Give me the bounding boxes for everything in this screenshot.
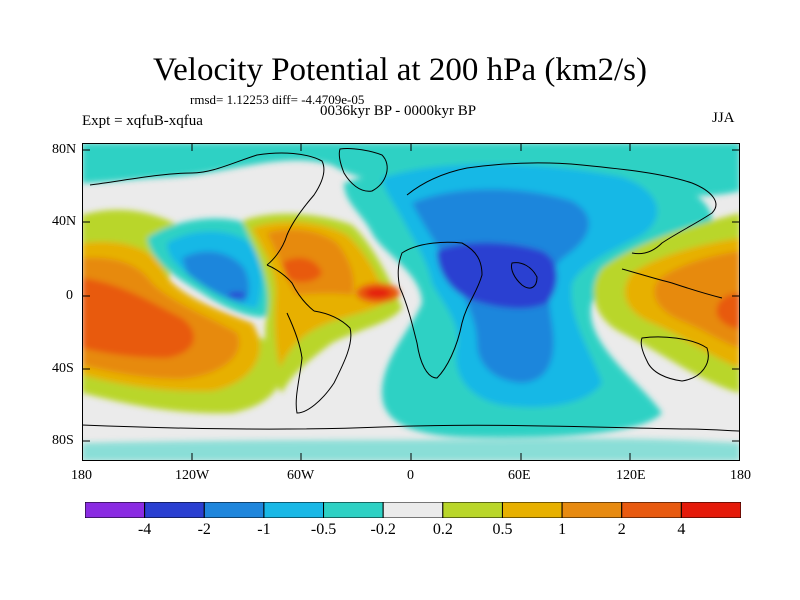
season-label: JJA	[712, 110, 735, 126]
lon-ticks	[191, 143, 631, 461]
colorbar-label: 1	[558, 521, 567, 538]
lat-label-0: 0	[66, 288, 73, 303]
experiment-label: Expt = xqfuB-xqfua	[82, 113, 203, 129]
lon-label-0: 0	[407, 468, 414, 483]
chart-title: Velocity Potential at 200 hPa (km2/s)	[152, 52, 648, 88]
lon-label-120w: 120W	[175, 468, 210, 483]
lon-label-60e: 60E	[508, 468, 531, 483]
velocity-potential-map	[82, 143, 740, 461]
lat-label-40s: 40S	[52, 361, 74, 376]
colorbar-swatch	[85, 502, 146, 518]
lon-label-180e: 180	[730, 468, 751, 483]
colorbar-label: 0.5	[492, 521, 513, 538]
colorbar-label: -1	[257, 521, 271, 538]
lat-label-80n: 80N	[52, 142, 77, 157]
contour-fill	[82, 143, 740, 461]
lon-label-60w: 60W	[287, 468, 315, 483]
colorbar-swatch	[621, 502, 682, 518]
colorbar-swatch	[501, 502, 563, 518]
colorbar-swatch	[680, 502, 741, 518]
colorbar-label: -4	[137, 521, 152, 538]
colorbar-swatch	[442, 502, 503, 518]
lon-label-120e: 120E	[616, 468, 646, 483]
colorbar-swatch	[263, 502, 325, 518]
colorbar-label: -0.2	[370, 521, 396, 538]
lat-ticks	[82, 149, 740, 442]
colorbar-swatch	[561, 502, 623, 518]
colorbar-swatch	[382, 502, 444, 518]
colorbar-label: -0.5	[310, 521, 337, 538]
lat-label-80s: 80S	[52, 433, 74, 448]
colorbar-label: 2	[617, 521, 626, 538]
colorbar	[85, 502, 741, 518]
colorbar-label: -2	[197, 521, 211, 538]
lon-label-180w: 180	[71, 468, 92, 483]
lat-label-40n: 40N	[52, 214, 77, 229]
colorbar-swatch	[323, 502, 384, 518]
colorbar-label: 0.2	[432, 521, 453, 538]
coastlines	[82, 148, 740, 432]
colorbar-label: 4	[677, 521, 686, 538]
period-label: 0036kyr BP - 0000kyr BP	[320, 103, 477, 119]
stats-text: rmsd= 1.12253 diff= -4.4709e-05	[190, 92, 365, 107]
colorbar-swatch	[144, 502, 205, 518]
colorbar-swatch	[203, 502, 265, 518]
